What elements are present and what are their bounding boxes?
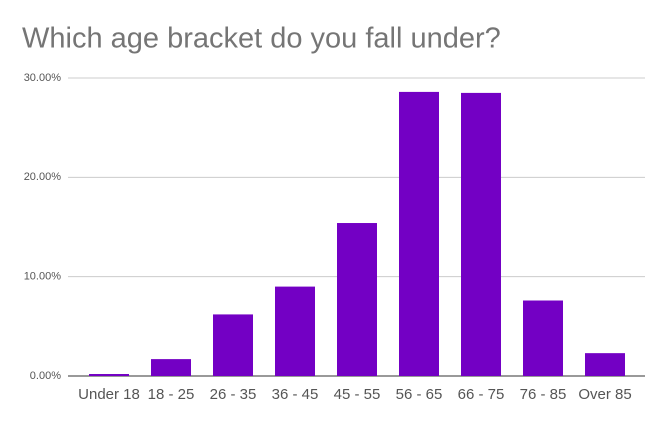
bar [275, 286, 315, 376]
bar [213, 314, 253, 376]
x-tick-label: 56 - 65 [396, 386, 443, 403]
bar [461, 92, 501, 377]
x-tick-label: Over 85 [578, 386, 631, 403]
bar [585, 353, 625, 376]
bar [337, 223, 377, 376]
chart-title: Which age bracket do you fall under? [22, 23, 501, 55]
x-tick-label: 18 - 25 [148, 386, 195, 403]
x-tick-label: 36 - 45 [272, 386, 319, 403]
x-tick-label: Under 18 [78, 386, 140, 403]
y-tick-label: 0.00% [30, 370, 61, 382]
y-tick-label: 20.00% [24, 171, 62, 183]
bar [151, 359, 191, 376]
bar [523, 300, 563, 376]
bar [89, 374, 129, 376]
y-tick-label: 30.00% [24, 72, 62, 84]
bar [399, 91, 439, 376]
x-tick-label: 76 - 85 [520, 386, 567, 403]
x-tick-label: 66 - 75 [458, 386, 505, 403]
x-tick-label: 26 - 35 [210, 386, 257, 403]
x-tick-label: 45 - 55 [334, 386, 381, 403]
y-tick-label: 10.00% [24, 271, 62, 283]
